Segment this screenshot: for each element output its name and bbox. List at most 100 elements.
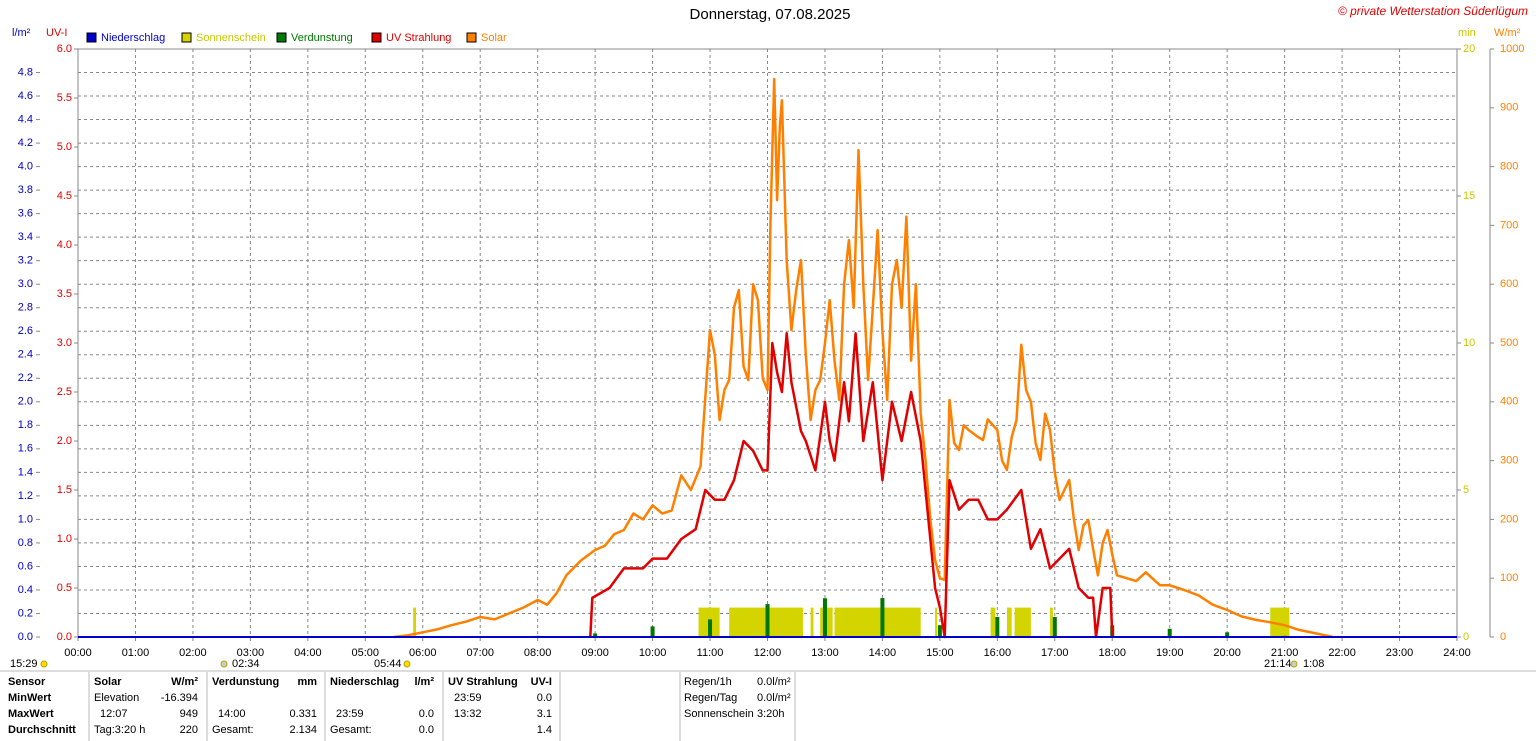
sunshine-block bbox=[1006, 607, 1012, 637]
sunshine-block bbox=[413, 607, 417, 637]
y-tick-label: 2.4 bbox=[18, 349, 33, 361]
y-tick-label: 300 bbox=[1500, 455, 1518, 467]
copyright: © private Wetterstation Süderlügum bbox=[1338, 4, 1528, 18]
legend-swatch bbox=[371, 32, 382, 43]
y-tick-label: 0.2 bbox=[18, 607, 33, 619]
y-tick-label: 800 bbox=[1500, 161, 1518, 173]
y-tick-label: 700 bbox=[1500, 219, 1518, 231]
y4-axis-label: W/m² bbox=[1494, 27, 1521, 39]
series-line bbox=[393, 77, 1333, 639]
y-tick-label: 0.0 bbox=[18, 631, 33, 643]
table-cell: Gesamt: bbox=[212, 724, 254, 736]
sun-moon-icon bbox=[220, 660, 228, 668]
sunshine-block bbox=[1014, 607, 1031, 637]
table-cell: 12:07 bbox=[100, 708, 128, 720]
table-cell-value: 0.0 bbox=[419, 708, 434, 720]
y-tick-label: 4.6 bbox=[18, 90, 33, 102]
x-tick-label: 05:00 bbox=[352, 647, 380, 659]
y-tick-label: 5 bbox=[1463, 484, 1469, 496]
legend-label: Solar bbox=[481, 32, 507, 44]
y-tick-label: 0 bbox=[1500, 631, 1506, 643]
table-header-unit: W/m² bbox=[171, 676, 198, 688]
x-tick-label: 02:00 bbox=[179, 647, 207, 659]
legend-swatch bbox=[466, 32, 477, 43]
summary-label: Regen/1h bbox=[684, 676, 732, 688]
table-cell-value: -16.394 bbox=[161, 692, 198, 704]
x-tick-label: 24:00 bbox=[1443, 647, 1471, 659]
summary-value: 3:20h bbox=[757, 708, 785, 720]
x-tick-label: 16:00 bbox=[984, 647, 1012, 659]
table-cell: Gesamt: bbox=[330, 724, 372, 736]
sun-moon-time: 05:44 bbox=[374, 658, 402, 670]
table-cell-value: 2.134 bbox=[289, 724, 317, 736]
legend-label: Sonnenschein bbox=[196, 32, 266, 44]
table-cell-value: 1.4 bbox=[537, 724, 552, 736]
y-tick-label: 0.8 bbox=[18, 537, 33, 549]
table-cell: 23:59 bbox=[336, 708, 364, 720]
table-cell-value: 3.1 bbox=[537, 708, 552, 720]
sun-moon-time: 21:14 bbox=[1264, 658, 1292, 670]
y-tick-label: 0.0 bbox=[57, 631, 72, 643]
table-header: UV Strahlung bbox=[448, 676, 518, 688]
table-header: Sensor bbox=[8, 676, 46, 688]
y-tick-label: 600 bbox=[1500, 278, 1518, 290]
sun-moon-icon bbox=[1290, 660, 1298, 668]
evaporation-bar bbox=[765, 604, 770, 637]
summary-value: 0.0l/m² bbox=[757, 692, 791, 704]
y-tick-label: 3.0 bbox=[18, 278, 33, 290]
evaporation-bar bbox=[1052, 617, 1057, 637]
y-tick-label: 5.0 bbox=[57, 141, 72, 153]
sunshine-block bbox=[1270, 607, 1290, 637]
legend-swatch bbox=[86, 32, 97, 43]
legend-swatch bbox=[181, 32, 192, 43]
y-tick-label: 2.0 bbox=[18, 396, 33, 408]
sun-moon-time: 15:29 bbox=[10, 658, 38, 670]
table-cell: Elevation bbox=[94, 692, 139, 704]
table-header: Verdunstung bbox=[212, 676, 279, 688]
table-row-label: Durchschnitt bbox=[8, 724, 76, 736]
y3-axis-label: min bbox=[1458, 27, 1476, 39]
y-tick-label: 3.2 bbox=[18, 255, 33, 267]
x-tick-label: 12:00 bbox=[754, 647, 782, 659]
x-tick-label: 21:00 bbox=[1271, 647, 1299, 659]
table-header: Solar bbox=[94, 676, 122, 688]
y-tick-label: 4.2 bbox=[18, 137, 33, 149]
y-tick-label: 200 bbox=[1500, 513, 1518, 525]
legend-swatch bbox=[276, 32, 287, 43]
y2-axis-label: UV-I bbox=[46, 27, 67, 39]
evaporation-bar bbox=[1225, 632, 1230, 637]
y-tick-label: 4.0 bbox=[57, 239, 72, 251]
y-tick-label: 3.5 bbox=[57, 288, 72, 300]
x-tick-label: 20:00 bbox=[1213, 647, 1241, 659]
x-tick-label: 07:00 bbox=[466, 647, 494, 659]
table-cell-value: 220 bbox=[180, 724, 198, 736]
sun-moon-icon bbox=[403, 660, 411, 668]
y-tick-label: 20 bbox=[1463, 43, 1475, 55]
x-tick-label: 14:00 bbox=[869, 647, 897, 659]
table-cell-value: 0.0 bbox=[537, 692, 552, 704]
evaporation-bar bbox=[593, 633, 598, 637]
legend-label: Verdunstung bbox=[291, 32, 353, 44]
x-tick-label: 01:00 bbox=[122, 647, 150, 659]
table-row-label: MinWert bbox=[8, 692, 52, 704]
table-header-unit: l/m² bbox=[414, 676, 434, 688]
evaporation-bar bbox=[937, 625, 942, 637]
y-tick-label: 500 bbox=[1500, 337, 1518, 349]
x-tick-label: 23:00 bbox=[1386, 647, 1414, 659]
y-tick-label: 4.0 bbox=[18, 161, 33, 173]
y-tick-label: 6.0 bbox=[57, 43, 72, 55]
y-tick-label: 15 bbox=[1463, 190, 1475, 202]
table-header-unit: mm bbox=[297, 676, 317, 688]
x-tick-label: 08:00 bbox=[524, 647, 552, 659]
y-tick-label: 0.6 bbox=[18, 560, 33, 572]
table-header-unit: UV-I bbox=[531, 676, 552, 688]
y-tick-label: 400 bbox=[1500, 396, 1518, 408]
y-tick-label: 1.8 bbox=[18, 419, 33, 431]
legend-label: Niederschlag bbox=[101, 32, 165, 44]
table-cell-value: 0.331 bbox=[289, 708, 317, 720]
y-tick-label: 0.4 bbox=[18, 584, 33, 596]
y-tick-label: 2.6 bbox=[18, 325, 33, 337]
y-tick-label: 0 bbox=[1463, 631, 1469, 643]
x-tick-label: 19:00 bbox=[1156, 647, 1184, 659]
